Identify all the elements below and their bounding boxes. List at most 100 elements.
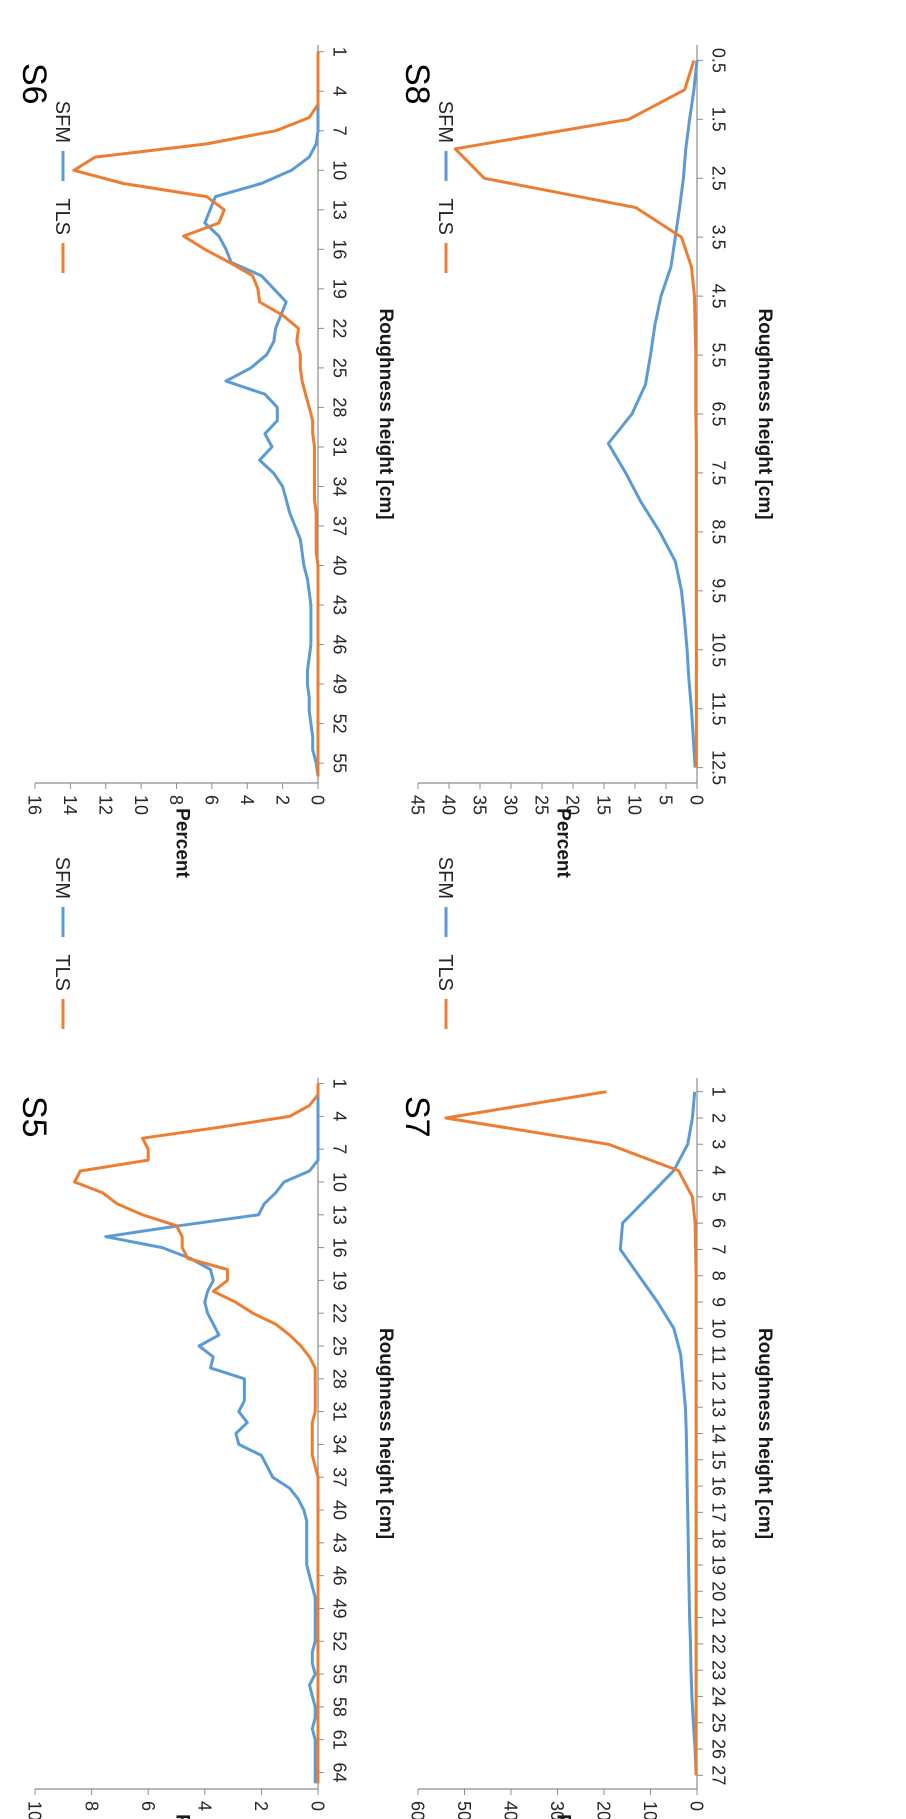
x-tick-label: 10	[330, 1172, 350, 1192]
x-tick-label: 16	[330, 239, 350, 259]
y-tick-label: 2	[251, 1801, 271, 1811]
x-tick-label: 55	[330, 753, 350, 773]
x-tick-label: 4	[330, 86, 350, 96]
y-tick-label: 0	[308, 795, 328, 805]
x-tick-label: 0.5	[709, 48, 729, 73]
x-tick-label: 61	[330, 1730, 350, 1750]
x-tick-label: 28	[330, 1369, 350, 1389]
x-tick-label: 7	[709, 1244, 729, 1254]
x-tick-label: 4	[709, 1166, 729, 1176]
x-tick-label: 3.5	[709, 225, 729, 250]
y-tick-label: 0	[687, 795, 707, 805]
chart-panel-s7: 0102030405060123456789101112131415161718…	[398, 857, 775, 1819]
x-tick-label: 31	[330, 1402, 350, 1422]
x-tick-label: 25	[330, 1336, 350, 1356]
y-axis-title: Percent	[553, 1814, 574, 1819]
x-tick-label: 22	[709, 1634, 729, 1654]
series-line-sfm	[618, 1091, 698, 1776]
y-tick-label: 5	[656, 795, 676, 805]
y-tick-label: 6	[202, 795, 222, 805]
x-tick-label: 7	[330, 126, 350, 136]
x-axis-title: Roughness height [cm]	[375, 308, 396, 519]
x-axis-title: Roughness height [cm]	[754, 1328, 775, 1539]
x-tick-label: 7	[330, 1144, 350, 1154]
y-tick-label: 4	[237, 795, 257, 805]
panel-label: S8	[398, 63, 436, 105]
x-tick-label: 4	[330, 1111, 350, 1121]
x-tick-label: 1	[330, 1079, 350, 1089]
x-tick-label: 19	[709, 1555, 729, 1575]
y-tick-label: 45	[408, 795, 428, 815]
y-tick-label: 10	[131, 795, 151, 815]
x-tick-label: 17	[709, 1502, 729, 1522]
x-tick-label: 43	[330, 595, 350, 615]
panel-label: S5	[15, 1096, 53, 1138]
x-tick-label: 37	[330, 516, 350, 536]
x-tick-label: 16	[330, 1238, 350, 1258]
y-tick-label: 10	[640, 1801, 660, 1819]
y-tick-label: 2	[272, 795, 292, 805]
x-tick-label: 31	[330, 437, 350, 457]
x-tick-label: 1	[330, 47, 350, 57]
y-tick-label: 10	[625, 795, 645, 815]
y-tick-label: 30	[547, 1801, 567, 1819]
x-tick-label: 28	[330, 397, 350, 417]
y-tick-label: 4	[194, 1801, 214, 1811]
y-axis-title: Percent	[172, 1814, 193, 1819]
series-line-tls	[444, 1090, 698, 1776]
series-line-tls	[73, 1083, 320, 1784]
x-tick-label: 2	[709, 1113, 729, 1123]
panel-label: S6	[15, 63, 53, 105]
panel-label: S7	[398, 1096, 436, 1138]
x-tick-label: 14	[709, 1423, 729, 1443]
x-tick-label: 20	[709, 1581, 729, 1601]
x-tick-label: 26	[709, 1739, 729, 1759]
x-tick-label: 9	[709, 1297, 729, 1307]
y-tick-label: 16	[25, 795, 45, 815]
y-tick-label: 40	[501, 1801, 521, 1819]
x-tick-label: 12	[709, 1371, 729, 1391]
y-tick-label: 6	[138, 1801, 158, 1811]
x-tick-label: 11	[709, 1345, 729, 1364]
x-tick-label: 3	[709, 1139, 729, 1149]
x-tick-label: 34	[330, 476, 350, 496]
x-tick-label: 8.5	[709, 519, 729, 544]
series-line-tls	[453, 59, 698, 768]
x-tick-label: 21	[709, 1608, 729, 1628]
y-tick-label: 10	[25, 1801, 45, 1819]
y-axis-title: Percent	[172, 808, 193, 878]
x-tick-label: 22	[330, 1303, 350, 1323]
x-tick-label: 23	[709, 1660, 729, 1680]
x-tick-label: 6.5	[709, 401, 729, 426]
legend-label-tls: TLS	[434, 198, 456, 235]
legend-label-sfm: SFM	[51, 857, 73, 899]
legend-label-tls: TLS	[51, 954, 73, 991]
x-tick-label: 6	[709, 1218, 729, 1228]
x-tick-label: 19	[330, 1270, 350, 1290]
series-line-tls	[72, 51, 320, 777]
y-tick-label: 8	[166, 795, 186, 805]
x-axis-title: Roughness height [cm]	[754, 308, 775, 519]
series-line-sfm	[104, 1083, 320, 1784]
x-tick-label: 4.5	[709, 284, 729, 309]
x-tick-label: 5	[709, 1192, 729, 1202]
legend-label-sfm: SFM	[51, 101, 73, 143]
x-tick-label: 13	[330, 200, 350, 220]
x-tick-label: 11.5	[709, 692, 729, 726]
x-tick-label: 43	[330, 1533, 350, 1553]
y-tick-label: 35	[470, 795, 490, 815]
chart-panel-s6: 0246810121416147101316192225283134374043…	[15, 45, 396, 879]
x-tick-label: 37	[330, 1467, 350, 1487]
x-tick-label: 52	[330, 714, 350, 734]
x-tick-label: 46	[330, 635, 350, 655]
x-tick-label: 8	[709, 1271, 729, 1281]
chart-panel-s8: 0 5 10 15 20 25 30 35 40 45 0.5 1.5 2.5 3.5 4.5 5.5 6.5 7…	[398, 45, 775, 879]
y-tick-label: 14	[60, 795, 80, 815]
x-tick-label: 24	[709, 1686, 729, 1706]
x-tick-label: 18	[709, 1529, 729, 1549]
x-tick-label: 46	[330, 1566, 350, 1586]
x-tick-label: 49	[330, 1598, 350, 1618]
x-tick-label: 25	[330, 358, 350, 378]
legend-label-tls: TLS	[51, 198, 73, 235]
x-tick-label: 10	[330, 160, 350, 180]
